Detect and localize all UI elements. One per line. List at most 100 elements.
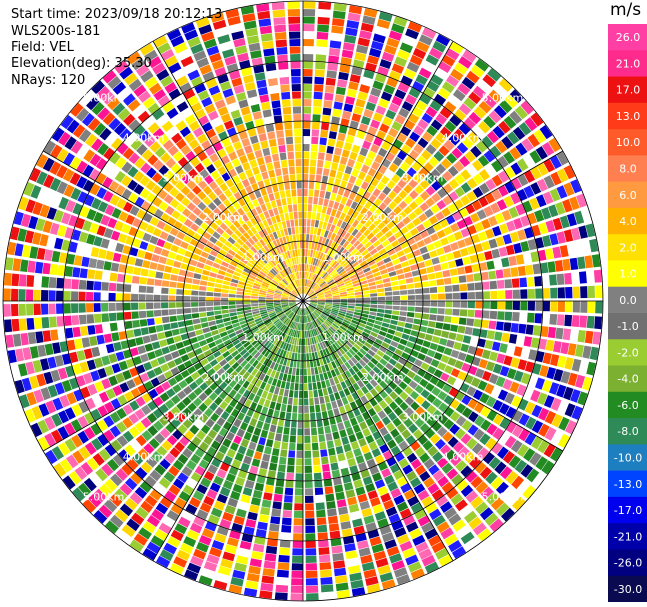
ppi-cell bbox=[258, 230, 265, 239]
ppi-cell bbox=[352, 373, 360, 382]
ppi-cell bbox=[494, 461, 507, 475]
ppi-cell bbox=[72, 450, 85, 464]
ppi-cell bbox=[451, 276, 459, 284]
ppi-cell bbox=[102, 162, 114, 175]
ppi-cell bbox=[275, 39, 287, 48]
ppi-cell bbox=[224, 376, 233, 385]
ppi-cell bbox=[233, 418, 242, 428]
colorbar-tick-label: -10.0 bbox=[614, 452, 642, 465]
ppi-cell bbox=[347, 127, 357, 137]
ppi-cell bbox=[81, 337, 91, 348]
ppi-cell bbox=[291, 282, 296, 289]
ppi-cell bbox=[373, 198, 382, 207]
ppi-cell bbox=[97, 368, 107, 379]
ppi-cell bbox=[454, 173, 466, 185]
ppi-cell bbox=[318, 334, 324, 342]
ppi-cell bbox=[407, 301, 415, 306]
ppi-cell bbox=[353, 479, 364, 489]
ppi-cell bbox=[332, 185, 339, 194]
ppi-cell bbox=[473, 272, 482, 282]
ppi-cell bbox=[41, 303, 49, 315]
ppi-cell bbox=[97, 433, 109, 447]
ppi-cell bbox=[509, 381, 520, 394]
ppi-cell bbox=[193, 127, 204, 138]
ppi-cell bbox=[185, 319, 193, 326]
ppi-cell bbox=[518, 413, 530, 426]
ppi-cell bbox=[31, 405, 43, 420]
ppi-cell bbox=[198, 339, 208, 347]
ppi-cell bbox=[204, 387, 213, 397]
ppi-cell bbox=[409, 131, 420, 143]
ppi-cell bbox=[228, 214, 237, 223]
ppi-cell bbox=[243, 526, 255, 536]
ppi-cell bbox=[414, 417, 425, 428]
ppi-cell bbox=[91, 438, 103, 451]
ppi-cell bbox=[101, 355, 111, 366]
ppi-cell bbox=[269, 401, 276, 410]
ppi-cell bbox=[273, 207, 279, 216]
ppi-cell bbox=[197, 367, 206, 376]
ppi-cell bbox=[503, 115, 517, 129]
ppi-cell bbox=[144, 475, 157, 488]
ppi-cell bbox=[274, 122, 284, 131]
ppi-cell bbox=[289, 39, 301, 47]
ppi-cell bbox=[113, 122, 127, 136]
ppi-cell bbox=[305, 510, 315, 518]
ppi-cell bbox=[298, 219, 303, 227]
ppi-cell bbox=[81, 256, 90, 267]
ppi-cell bbox=[398, 200, 408, 210]
ppi-cell bbox=[412, 534, 426, 546]
ppi-cell bbox=[248, 237, 256, 246]
ppi-cell bbox=[89, 336, 98, 347]
ppi-cell bbox=[266, 70, 278, 79]
ppi-cell bbox=[37, 344, 47, 357]
ppi-cell bbox=[281, 316, 288, 322]
ppi-cell bbox=[476, 209, 487, 220]
ppi-cell bbox=[66, 339, 76, 351]
ppi-cell bbox=[431, 421, 442, 432]
ppi-cell bbox=[214, 314, 223, 320]
ppi-cell bbox=[51, 250, 61, 263]
ppi-cell bbox=[78, 446, 91, 460]
ppi-cell bbox=[98, 391, 110, 403]
ppi-cell bbox=[570, 329, 579, 342]
ppi-cell bbox=[152, 128, 165, 140]
ppi-cell bbox=[104, 401, 115, 414]
ppi-cell bbox=[242, 13, 256, 23]
ppi-cell bbox=[93, 510, 108, 524]
colorbar-tick-label: 21.0 bbox=[616, 57, 641, 70]
ppi-cell bbox=[115, 242, 125, 253]
ppi-cell bbox=[312, 265, 316, 273]
ppi-cell bbox=[259, 307, 267, 311]
ppi-cell bbox=[116, 302, 124, 311]
ppi-cell bbox=[406, 167, 417, 178]
ppi-cell bbox=[279, 349, 285, 357]
ppi-cell bbox=[229, 312, 237, 317]
ppi-cell bbox=[570, 389, 581, 403]
ppi-cell bbox=[397, 211, 407, 220]
ppi-cell bbox=[276, 577, 289, 586]
ppi-cell bbox=[349, 417, 358, 427]
ppi-cell bbox=[168, 344, 177, 352]
ppi-cell bbox=[56, 290, 64, 301]
ppi-cell bbox=[495, 321, 504, 331]
ppi-cell bbox=[64, 266, 73, 277]
ppi-cell bbox=[479, 262, 488, 271]
ppi-cell bbox=[577, 330, 586, 343]
ppi-cell bbox=[298, 315, 301, 323]
ppi-cell bbox=[306, 279, 310, 287]
ppi-cell bbox=[278, 262, 284, 270]
ppi-cell bbox=[467, 398, 478, 410]
ppi-cell bbox=[331, 310, 339, 314]
ppi-cell bbox=[307, 315, 310, 323]
ppi-cell bbox=[225, 404, 234, 414]
ppi-cell bbox=[496, 199, 508, 211]
ppi-cell bbox=[460, 182, 472, 194]
ppi-cell bbox=[462, 49, 477, 63]
ppi-cell bbox=[391, 240, 400, 248]
ppi-cell bbox=[555, 201, 566, 215]
ppi-cell bbox=[329, 258, 336, 266]
ppi-cell bbox=[295, 272, 299, 280]
ppi-cell bbox=[413, 143, 424, 155]
